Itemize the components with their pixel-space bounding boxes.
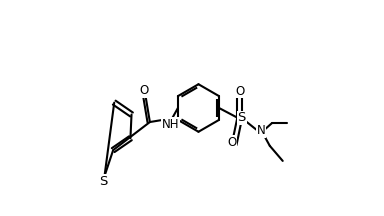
Text: N: N (257, 124, 265, 137)
Text: O: O (227, 136, 236, 149)
Text: S: S (99, 175, 108, 188)
Text: S: S (237, 111, 246, 124)
Text: O: O (140, 84, 149, 97)
Text: O: O (235, 85, 244, 98)
Text: NH: NH (162, 118, 179, 131)
